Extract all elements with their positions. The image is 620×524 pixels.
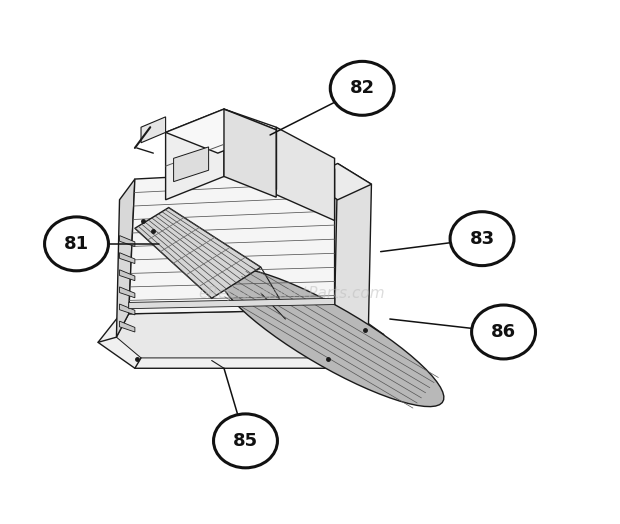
Polygon shape — [174, 147, 208, 182]
Ellipse shape — [450, 212, 514, 266]
Text: 83: 83 — [469, 230, 495, 248]
Polygon shape — [219, 268, 444, 407]
Ellipse shape — [45, 217, 108, 271]
Polygon shape — [120, 236, 135, 246]
Polygon shape — [276, 127, 335, 221]
Polygon shape — [135, 208, 261, 298]
Polygon shape — [166, 109, 224, 200]
Polygon shape — [120, 287, 135, 298]
Polygon shape — [224, 109, 276, 197]
Polygon shape — [117, 179, 135, 337]
Polygon shape — [98, 306, 384, 368]
Polygon shape — [141, 117, 166, 143]
Ellipse shape — [472, 305, 536, 359]
Polygon shape — [129, 169, 335, 314]
Ellipse shape — [330, 61, 394, 115]
Polygon shape — [120, 270, 135, 281]
Polygon shape — [120, 253, 135, 264]
Text: 86: 86 — [491, 323, 516, 341]
Ellipse shape — [213, 414, 277, 468]
Text: eReplacementParts.com: eReplacementParts.com — [198, 286, 385, 301]
Polygon shape — [117, 310, 368, 358]
Polygon shape — [120, 304, 135, 315]
Polygon shape — [335, 163, 371, 330]
Polygon shape — [166, 109, 276, 153]
Polygon shape — [129, 298, 335, 309]
Polygon shape — [304, 163, 371, 200]
Text: 82: 82 — [350, 79, 375, 97]
Polygon shape — [120, 321, 135, 332]
Text: 81: 81 — [64, 235, 89, 253]
Text: 85: 85 — [233, 432, 258, 450]
